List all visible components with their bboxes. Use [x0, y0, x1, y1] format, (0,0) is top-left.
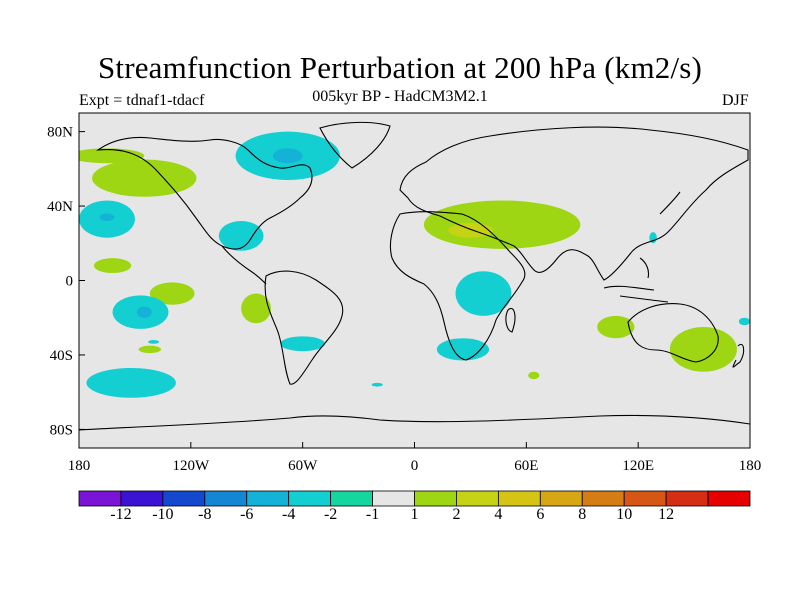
experiment-label: Expt = tdnaf1-tdacf [79, 92, 205, 109]
y-tick-label: 40S [50, 348, 73, 364]
region-indian-ocean-south [690, 334, 698, 339]
region-north-pacific-ridge [92, 159, 197, 197]
colorbar-swatch [456, 490, 499, 507]
region-brazil [241, 293, 271, 324]
region-south-atlantic-tiny [371, 382, 383, 387]
figure-title: Streamfunction Perturbation at 200 hPa (… [97, 50, 703, 85]
region-south-africa [436, 338, 490, 361]
region-middle-east-core [448, 222, 493, 238]
region-south-pacific-east [149, 282, 195, 305]
region-east-africa [455, 271, 512, 316]
region-hawaii-core [99, 213, 115, 221]
colorbar-swatch [581, 490, 625, 507]
region-gulf-of-mexico [218, 220, 264, 251]
colorbar-swatch [120, 490, 164, 507]
colorbar-label: 10 [616, 506, 633, 523]
region-south-indian [597, 315, 635, 339]
y-tick-label: 80S [50, 422, 73, 438]
colorbar-label: -1 [365, 506, 380, 523]
region-argentina [280, 336, 326, 352]
region-south-pacific-tiny [147, 340, 160, 344]
colorbar-swatch [246, 490, 290, 507]
colorbar-label: -12 [110, 506, 132, 523]
region-canada-core [272, 148, 303, 164]
colorbar-swatch [497, 490, 541, 507]
coastline-madagascar [505, 308, 516, 333]
colorbar-swatch [414, 490, 457, 507]
colorbar-swatch [288, 490, 332, 507]
coastline-antarctica [79, 414, 750, 431]
y-tick-label: 80N [47, 125, 73, 141]
colorbar-swatch [539, 490, 583, 507]
colorbar-swatch [78, 490, 122, 507]
colorbar-label: -10 [152, 506, 174, 523]
colorbar-label: -2 [323, 506, 338, 523]
x-tick-label: 0 [411, 458, 419, 474]
coastline-greenland [319, 121, 391, 169]
coastline-eurasia [399, 126, 749, 281]
coastline-africa [389, 211, 526, 361]
region-subtropical-pacific-ne [93, 258, 132, 274]
colorbar-label: 4 [494, 506, 503, 523]
region-south-pacific-small [138, 345, 162, 354]
coastline-north-america [96, 136, 313, 250]
region-south-pacific-south [86, 367, 176, 398]
colorbar-swatch [330, 490, 373, 507]
colorbar-swatch [204, 490, 248, 507]
y-tick-label: 40N [47, 199, 73, 215]
region-australia-southeast [669, 327, 737, 372]
region-north-pacific-arm [79, 148, 145, 164]
coastline-south-america [264, 270, 344, 385]
coastline-indonesia [603, 257, 669, 303]
region-philippines [649, 232, 657, 244]
colorbar-swatch [665, 490, 709, 507]
colorbar-swatch [623, 490, 667, 507]
x-tick-label: 60E [514, 458, 538, 474]
colorbar-label: -6 [240, 506, 254, 523]
colorbar-swatch [162, 490, 206, 507]
map-background [79, 113, 750, 448]
region-tasman [738, 317, 750, 326]
map-axes: 80N 40N 0 40S 80S 180 120W 60W 0 60E 120E 180 [47, 125, 761, 474]
x-tick-label: 180 [739, 458, 762, 474]
colorbar-swatch [707, 490, 751, 507]
colorbar-label: 6 [536, 506, 545, 523]
colorbar-swatch [372, 490, 415, 507]
colorbar-label: -4 [282, 506, 296, 523]
coastline-australia [627, 303, 719, 363]
x-tick-label: 60W [288, 458, 318, 474]
colorbar-label: 12 [658, 506, 675, 523]
coastline-central-america [221, 245, 267, 285]
colorbar-label: -8 [198, 506, 212, 523]
y-tick-label: 0 [66, 274, 74, 290]
x-tick-label: 180 [68, 458, 91, 474]
x-tick-label: 120E [622, 458, 654, 474]
coastlines [79, 121, 750, 431]
colorbar-label: 2 [452, 506, 461, 523]
colorbar [78, 490, 751, 507]
coastline-new-zealand [732, 344, 745, 368]
figure-subtitle: 005kyr BP - HadCM3M2.1 [312, 88, 488, 105]
region-south-atlantic-small [528, 371, 540, 380]
coastline-japan [659, 191, 681, 215]
region-south-pacific-core [136, 306, 152, 318]
colorbar-label: 8 [578, 506, 587, 523]
colorbar-label: 1 [410, 506, 419, 523]
contour-regions [79, 131, 750, 398]
season-label: DJF [722, 92, 749, 109]
x-tick-label: 120W [172, 458, 210, 474]
